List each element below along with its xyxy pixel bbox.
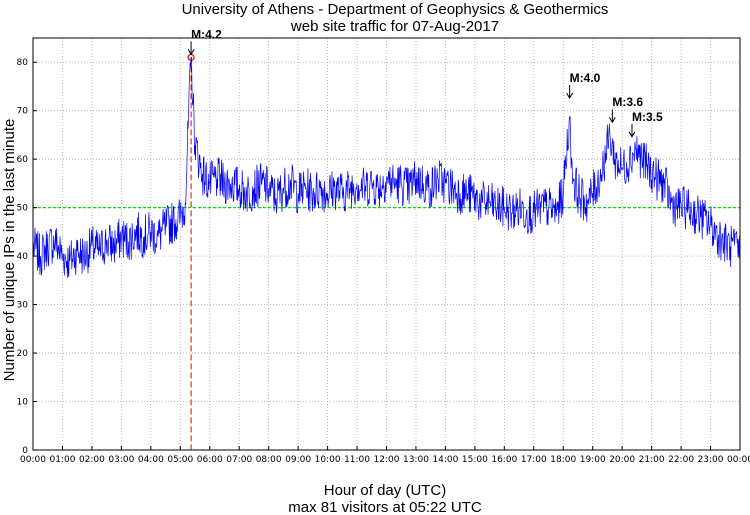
y-tick-label: 80 <box>17 58 29 68</box>
annotation-arrow-head <box>608 116 616 124</box>
x-tick-label: 04:00 <box>138 455 164 465</box>
traffic-series-line <box>32 56 741 278</box>
series-group <box>32 56 741 278</box>
y-tick-label: 40 <box>17 252 29 262</box>
x-tick-label: 05:00 <box>167 455 193 465</box>
y-tick-label: 30 <box>17 301 29 311</box>
annotation-arrow-head <box>628 131 636 138</box>
max-line-group <box>187 53 195 450</box>
y-tick-label: 70 <box>17 107 29 117</box>
annotation-label: M:4.0 <box>570 71 601 85</box>
y-ticks: 0 10 20 30 40 50 60 70 80 <box>17 58 37 456</box>
x-tick-label: 02:00 <box>79 455 105 465</box>
x-tick-label: 18:00 <box>550 455 576 465</box>
x-ticks: 00:00 01:00 02:00 03:00 04:00 05:00 06:00 07:00… <box>20 446 750 465</box>
y-tick-label: 50 <box>17 204 29 214</box>
x-tick-label: 00:00 <box>727 455 750 465</box>
x-axis-label: Hour of day (UTC) <box>324 482 447 499</box>
y-tick-label: 60 <box>17 155 29 165</box>
x-tick-label: 19:00 <box>580 455 606 465</box>
annotation-label: M:3.5 <box>632 110 663 124</box>
y-tick-label: 10 <box>17 398 29 408</box>
x-tick-label: 07:00 <box>226 455 252 465</box>
x-tick-label: 22:00 <box>668 455 694 465</box>
x-tick-label: 13:00 <box>403 455 429 465</box>
x-tick-label: 08:00 <box>256 455 282 465</box>
annotations-group: M:4.2 M:4.0 M:3.6M:3.5 <box>187 27 663 138</box>
chart-title: University of Athens - Department of Geo… <box>182 1 609 18</box>
x-tick-label: 15:00 <box>462 455 488 465</box>
annotation-label: M:3.6 <box>612 95 643 109</box>
y-axis-label: Number of unique IPs in the last minute <box>1 119 18 382</box>
annotation-label: M:4.2 <box>191 27 222 41</box>
x-tick-label: 16:00 <box>491 455 517 465</box>
x-tick-label: 21:00 <box>639 455 665 465</box>
x-tick-label: 03:00 <box>108 455 134 465</box>
x-tick-label: 09:00 <box>285 455 311 465</box>
x-tick-label: 17:00 <box>521 455 547 465</box>
annotation-arrow-head <box>187 49 195 56</box>
y-tick-label: 20 <box>17 349 29 359</box>
x-tick-label: 12:00 <box>374 455 400 465</box>
x-tick-label: 20:00 <box>609 455 635 465</box>
chart-footer: max 81 visitors at 05:22 UTC <box>288 499 482 515</box>
x-tick-label: 06:00 <box>197 455 223 465</box>
chart-subtitle: web site traffic for 07-Aug-2017 <box>290 18 499 35</box>
annotation-arrow-head <box>566 92 574 99</box>
x-tick-label: 00:00 <box>20 455 46 465</box>
x-tick-label: 01:00 <box>49 455 75 465</box>
y-tick-label: 0 <box>22 446 28 456</box>
x-tick-label: 14:00 <box>432 455 458 465</box>
x-tick-label: 23:00 <box>698 455 724 465</box>
x-tick-label: 10:00 <box>315 455 341 465</box>
x-tick-label: 11:00 <box>344 455 370 465</box>
